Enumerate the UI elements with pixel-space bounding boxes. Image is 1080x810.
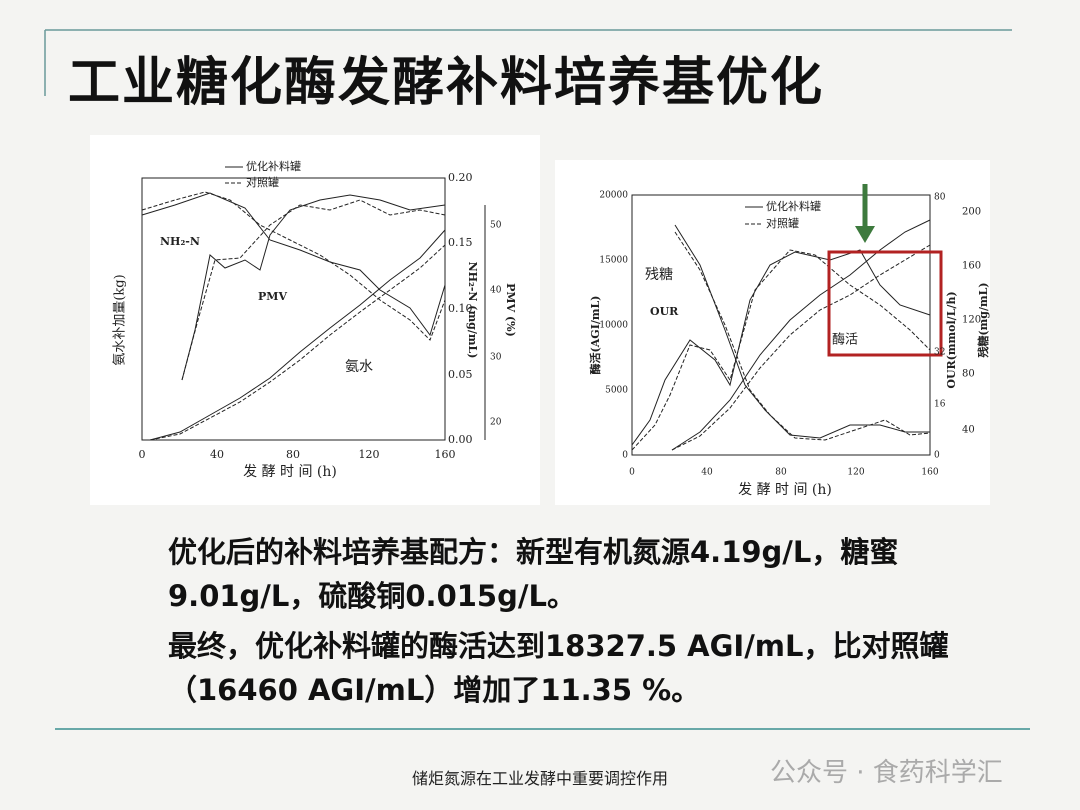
y-axis-label: 残糖(mg/mL) xyxy=(976,282,990,357)
x-tick-label: 0 xyxy=(629,468,635,478)
y-tick-label: 160 xyxy=(962,261,981,272)
y-axis-label: OUR(mmol/L/h) xyxy=(945,291,958,388)
y-tick-label: 80 xyxy=(962,369,975,380)
legend-entry: 对照罐 xyxy=(766,216,799,230)
curve-label: 酶活 xyxy=(832,332,858,348)
paragraph: 优化后的补料培养基配方：新型有机氮源4.19g/L，糖蜜9.01g/L，硫酸铜0… xyxy=(168,535,899,613)
y-tick-label: 16 xyxy=(934,400,946,410)
y-axis-label: PMV (%) xyxy=(504,283,517,337)
y-axis-label: 酶活(AGI/mL) xyxy=(588,296,602,375)
y-tick-label: 40 xyxy=(962,425,975,436)
x-tick-label: 0 xyxy=(139,448,146,461)
x-tick-label: 80 xyxy=(775,468,787,478)
y-axis-label: 氨水补加量(kg) xyxy=(113,274,128,365)
curve-label: 残糖 xyxy=(645,267,673,283)
body-text: 优化后的补料培养基配方：新型有机氮源4.19g/L，糖蜜9.01g/L，硫酸铜0… xyxy=(168,530,968,718)
y-tick-label: 0 xyxy=(934,451,940,461)
highlight-box xyxy=(827,250,943,357)
y-tick-label: 50 xyxy=(490,221,502,231)
y-tick-label: 15000 xyxy=(599,256,628,266)
x-tick-label: 120 xyxy=(847,468,864,478)
y-tick-label: 0.00 xyxy=(448,433,473,446)
x-tick-label: 160 xyxy=(435,448,456,461)
y-tick-label: 20000 xyxy=(599,191,628,201)
footer: 储炬氮源在工业发酵中重要调控作用 xyxy=(411,769,668,788)
figure-right-bg xyxy=(555,160,990,505)
legend-entry: 优化补料罐 xyxy=(766,199,821,213)
y-tick-label: 5000 xyxy=(605,386,628,396)
y-tick-label: 40 xyxy=(490,286,502,296)
x-tick-label: 120 xyxy=(359,448,380,461)
x-tick-label: 40 xyxy=(210,448,224,461)
watermark: 公众号 · 食药科学汇 xyxy=(770,758,1003,788)
paragraph: 最终，优化补料罐的酶活达到18327.5 AGI/mL，比对照罐（16460 A… xyxy=(168,629,949,707)
y-tick-label: 0.20 xyxy=(448,171,473,184)
curve-label: 氨水 xyxy=(345,359,373,375)
y-tick-label: 30 xyxy=(490,353,502,363)
y-axis-label: NH₂-N (mg/mL) xyxy=(466,262,479,359)
y-tick-label: 10000 xyxy=(599,321,628,331)
figure-left-axes xyxy=(141,166,486,441)
y-tick-label: 0.10 xyxy=(448,302,473,315)
x-tick-label: 40 xyxy=(701,468,713,478)
y-tick-label: 200 xyxy=(962,207,981,218)
y-tick-label: 120 xyxy=(962,315,981,326)
x-tick-label: 160 xyxy=(921,468,938,478)
legend-entry: 对照罐 xyxy=(246,175,279,189)
y-tick-label: 80 xyxy=(934,193,946,203)
indicator-arrow xyxy=(855,184,875,243)
x-axis-label: 发 酵 时 间 (h) xyxy=(243,464,337,480)
figure-left-bg xyxy=(90,135,540,505)
x-tick-label: 80 xyxy=(286,448,300,461)
curve-label: PMV xyxy=(258,290,287,303)
curve-label: NH₂-N xyxy=(160,235,200,248)
curve-label: OUR xyxy=(650,305,679,318)
y-tick-label: 32 xyxy=(934,348,945,358)
y-tick-label: 20 xyxy=(490,418,502,428)
y-tick-label: 0 xyxy=(622,451,628,461)
figure-right-axes xyxy=(631,194,931,456)
y-tick-label: 0.15 xyxy=(448,236,473,249)
x-axis-label: 发 酵 时 间 (h) xyxy=(738,482,832,498)
legend-entry: 优化补料罐 xyxy=(246,159,301,173)
y-tick-label: 0.05 xyxy=(448,368,473,381)
slide-title: 工业糖化酶发酵补料培养基优化 xyxy=(68,53,825,113)
